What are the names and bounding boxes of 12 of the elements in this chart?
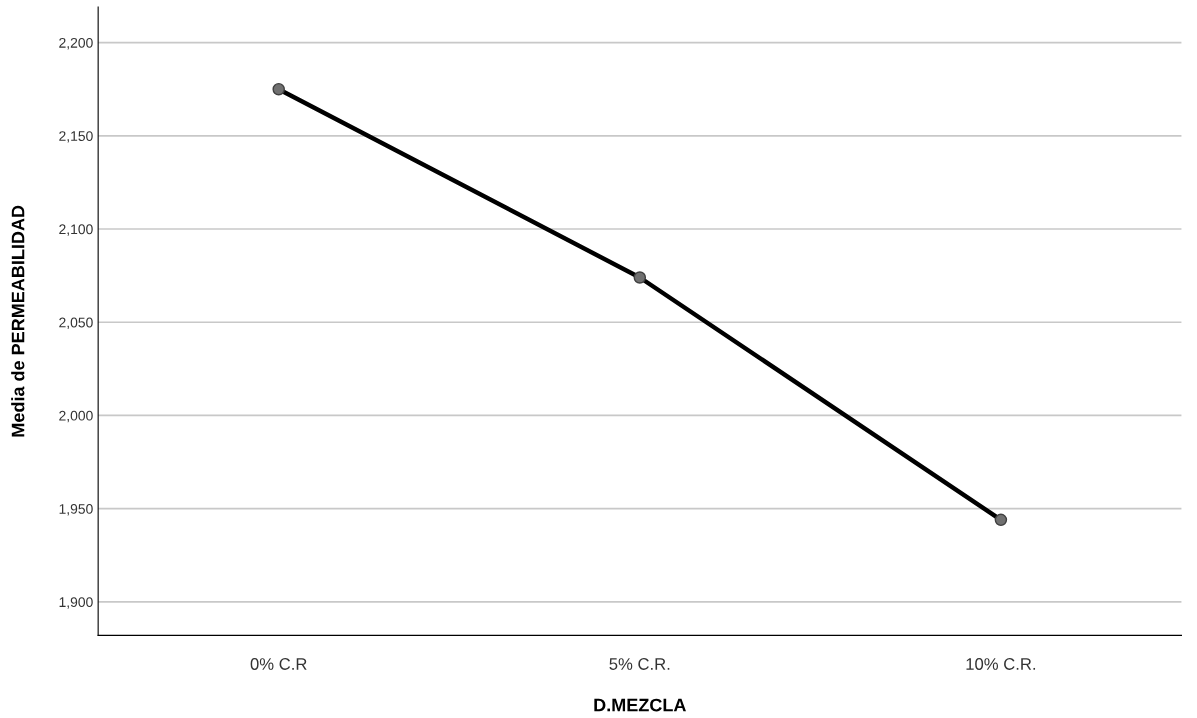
x-tick-label: 10% C.R. bbox=[966, 658, 1036, 670]
x-tick-label: 5% C.R. bbox=[609, 658, 670, 670]
y-tick-label: 1,900 bbox=[59, 597, 93, 609]
y-tick-label: 2,200 bbox=[59, 37, 93, 50]
x-tick-label: 0% C.R bbox=[250, 658, 307, 670]
x-axis-title: D.MEZCLA bbox=[594, 698, 686, 712]
y-tick-label: 2,000 bbox=[59, 410, 93, 423]
y-tick-label: 2,100 bbox=[59, 224, 93, 236]
y-axis-title: Media de PERMEABILIDAD bbox=[11, 205, 25, 437]
y-tick-label: 1,950 bbox=[59, 504, 93, 516]
y-tick-label: 2,150 bbox=[59, 131, 93, 143]
y-tick-label: 2,050 bbox=[59, 317, 93, 330]
